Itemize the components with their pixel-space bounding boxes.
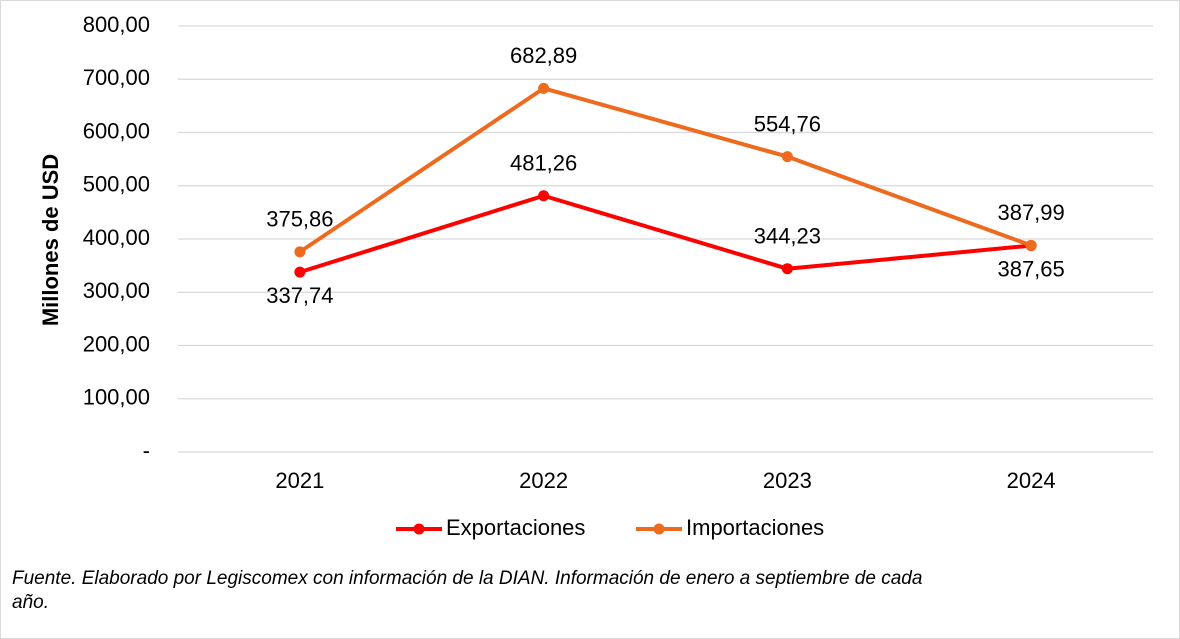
y-tick-label: 500,00 [83,172,150,197]
legend: Exportaciones Importaciones [396,515,824,540]
y-tick-label: 700,00 [83,65,150,90]
x-tick-label: 2024 [1007,468,1056,493]
series-line-importaciones [297,86,1034,254]
data-point [294,266,306,278]
series [294,82,1037,278]
gridlines [178,25,1153,453]
y-tick-label: - [143,438,150,463]
legend-swatch-marker [413,523,425,535]
data-point [781,263,793,275]
y-axis-label: Millones de USD [38,154,63,326]
y-axis-ticks: - 100,00 200,00 300,00 400,00 500,00 600,00 700… [83,12,150,463]
data-point [781,151,793,163]
y-tick-label: 100,00 [83,385,150,410]
series-line-exportaciones [297,193,1034,275]
data-labels: 337,74 481,26 344,23 387,65 375,86 682,89 554,… [266,43,1065,308]
data-label: 344,23 [754,224,821,249]
y-tick-label: 800,00 [83,12,150,37]
legend-label: Importaciones [686,515,824,540]
y-tick-label: 400,00 [83,225,150,250]
data-label: 682,89 [510,43,577,68]
data-point [1025,239,1037,251]
legend-swatch-marker [653,523,665,535]
data-label: 481,26 [510,151,577,176]
data-point [538,82,550,94]
data-label: 375,86 [266,207,333,232]
y-tick-label: 300,00 [83,278,150,303]
data-label: 387,99 [997,200,1064,225]
x-axis-ticks: 2021 2022 2023 2024 [275,468,1055,493]
data-label: 387,65 [997,256,1064,281]
x-tick-label: 2021 [275,468,324,493]
data-point [538,190,550,202]
legend-label: Exportaciones [446,515,585,540]
data-point [294,246,306,258]
x-tick-label: 2022 [519,468,568,493]
y-tick-label: 600,00 [83,118,150,143]
y-tick-label: 200,00 [83,331,150,356]
data-label: 554,76 [754,111,821,136]
x-tick-label: 2023 [763,468,812,493]
data-label: 337,74 [266,283,333,308]
source-footnote: Fuente. Elaborado por Legiscomex con inf… [12,568,923,613]
